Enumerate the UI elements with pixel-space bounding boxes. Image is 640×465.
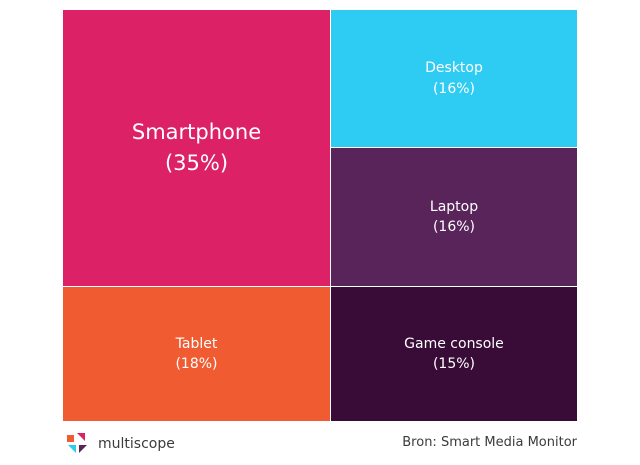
tile-laptop-label: Laptop <box>429 198 479 215</box>
tile-laptop-value: (16%) <box>432 219 476 235</box>
tile-tablet-label: Tablet <box>175 335 218 352</box>
tile-game-console-value: (15%) <box>432 356 476 372</box>
multiscope-logo-icon <box>67 433 87 453</box>
tile-smartphone-value: (35%) <box>164 151 229 175</box>
tile-smartphone-label: Smartphone <box>131 119 262 144</box>
tile-laptop: Laptop (16%) <box>331 148 578 287</box>
tile-desktop-value: (16%) <box>432 80 476 97</box>
tile-tablet-value: (18%) <box>175 356 218 372</box>
tile-desktop-label: Desktop <box>425 60 483 77</box>
brand-name: multiscope <box>98 436 175 452</box>
tile-game-console: Game console (15%) <box>331 287 578 422</box>
source-note: Bron: Smart Media Monitor <box>402 435 577 450</box>
tile-desktop: Desktop (16%) <box>331 10 578 148</box>
brand-logo: multiscope <box>64 431 175 457</box>
tile-game-console-label: Game console <box>404 335 504 352</box>
tile-smartphone: Smartphone (35%) <box>63 10 331 287</box>
tile-tablet: Tablet (18%) <box>63 287 331 422</box>
